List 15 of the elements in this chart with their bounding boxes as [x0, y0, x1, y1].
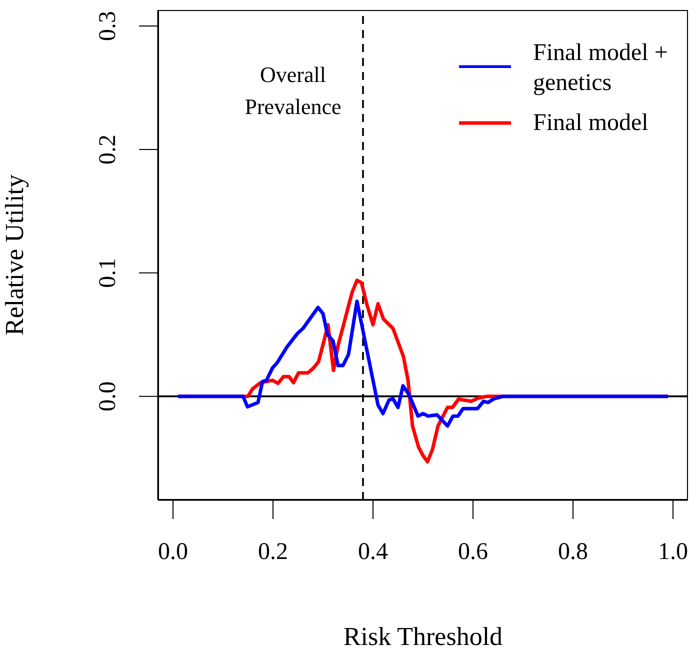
y-tick-label: 0.2 [95, 134, 121, 164]
x-tick-label: 0.4 [358, 539, 388, 565]
ref-line-label: Overall Prevalence [244, 62, 342, 119]
y-axis-title: Relative Utility [0, 174, 30, 336]
x-axis-title: Risk Threshold [343, 622, 503, 651]
legend-label: Final model + genetics [533, 39, 669, 98]
x-tick-label: 1.0 [658, 539, 688, 565]
x-tick-label: 0.8 [558, 539, 588, 565]
y-tick-label: 0.0 [95, 381, 121, 412]
y-tick-label: 0.3 [95, 11, 121, 42]
x-tick-label: 0.2 [258, 539, 288, 565]
x-tick-label: 0.6 [458, 539, 488, 565]
x-tick-label: 0.0 [158, 539, 188, 565]
y-tick-label: 0.1 [95, 258, 121, 288]
legend-label: Final model [533, 109, 650, 138]
